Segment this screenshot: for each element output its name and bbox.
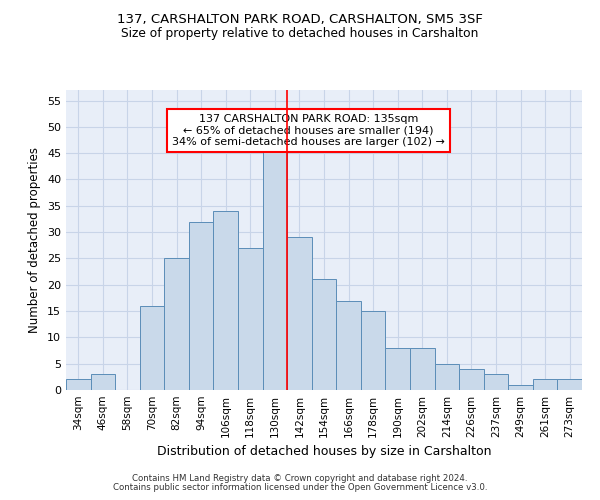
X-axis label: Distribution of detached houses by size in Carshalton: Distribution of detached houses by size … — [157, 446, 491, 458]
Bar — [484, 374, 508, 390]
Bar — [287, 238, 312, 390]
Bar — [459, 369, 484, 390]
Y-axis label: Number of detached properties: Number of detached properties — [28, 147, 41, 333]
Bar — [385, 348, 410, 390]
Bar — [557, 380, 582, 390]
Bar — [263, 148, 287, 390]
Bar — [214, 211, 238, 390]
Bar — [312, 280, 336, 390]
Bar — [410, 348, 434, 390]
Text: Contains HM Land Registry data © Crown copyright and database right 2024.: Contains HM Land Registry data © Crown c… — [132, 474, 468, 483]
Text: 137, CARSHALTON PARK ROAD, CARSHALTON, SM5 3SF: 137, CARSHALTON PARK ROAD, CARSHALTON, S… — [117, 12, 483, 26]
Bar — [508, 384, 533, 390]
Bar — [533, 380, 557, 390]
Bar — [91, 374, 115, 390]
Bar — [361, 311, 385, 390]
Bar — [140, 306, 164, 390]
Bar — [238, 248, 263, 390]
Bar — [66, 380, 91, 390]
Text: Size of property relative to detached houses in Carshalton: Size of property relative to detached ho… — [121, 28, 479, 40]
Bar — [189, 222, 214, 390]
Bar — [336, 300, 361, 390]
Bar — [434, 364, 459, 390]
Text: 137 CARSHALTON PARK ROAD: 135sqm
← 65% of detached houses are smaller (194)
34% : 137 CARSHALTON PARK ROAD: 135sqm ← 65% o… — [172, 114, 445, 147]
Bar — [164, 258, 189, 390]
Text: Contains public sector information licensed under the Open Government Licence v3: Contains public sector information licen… — [113, 484, 487, 492]
